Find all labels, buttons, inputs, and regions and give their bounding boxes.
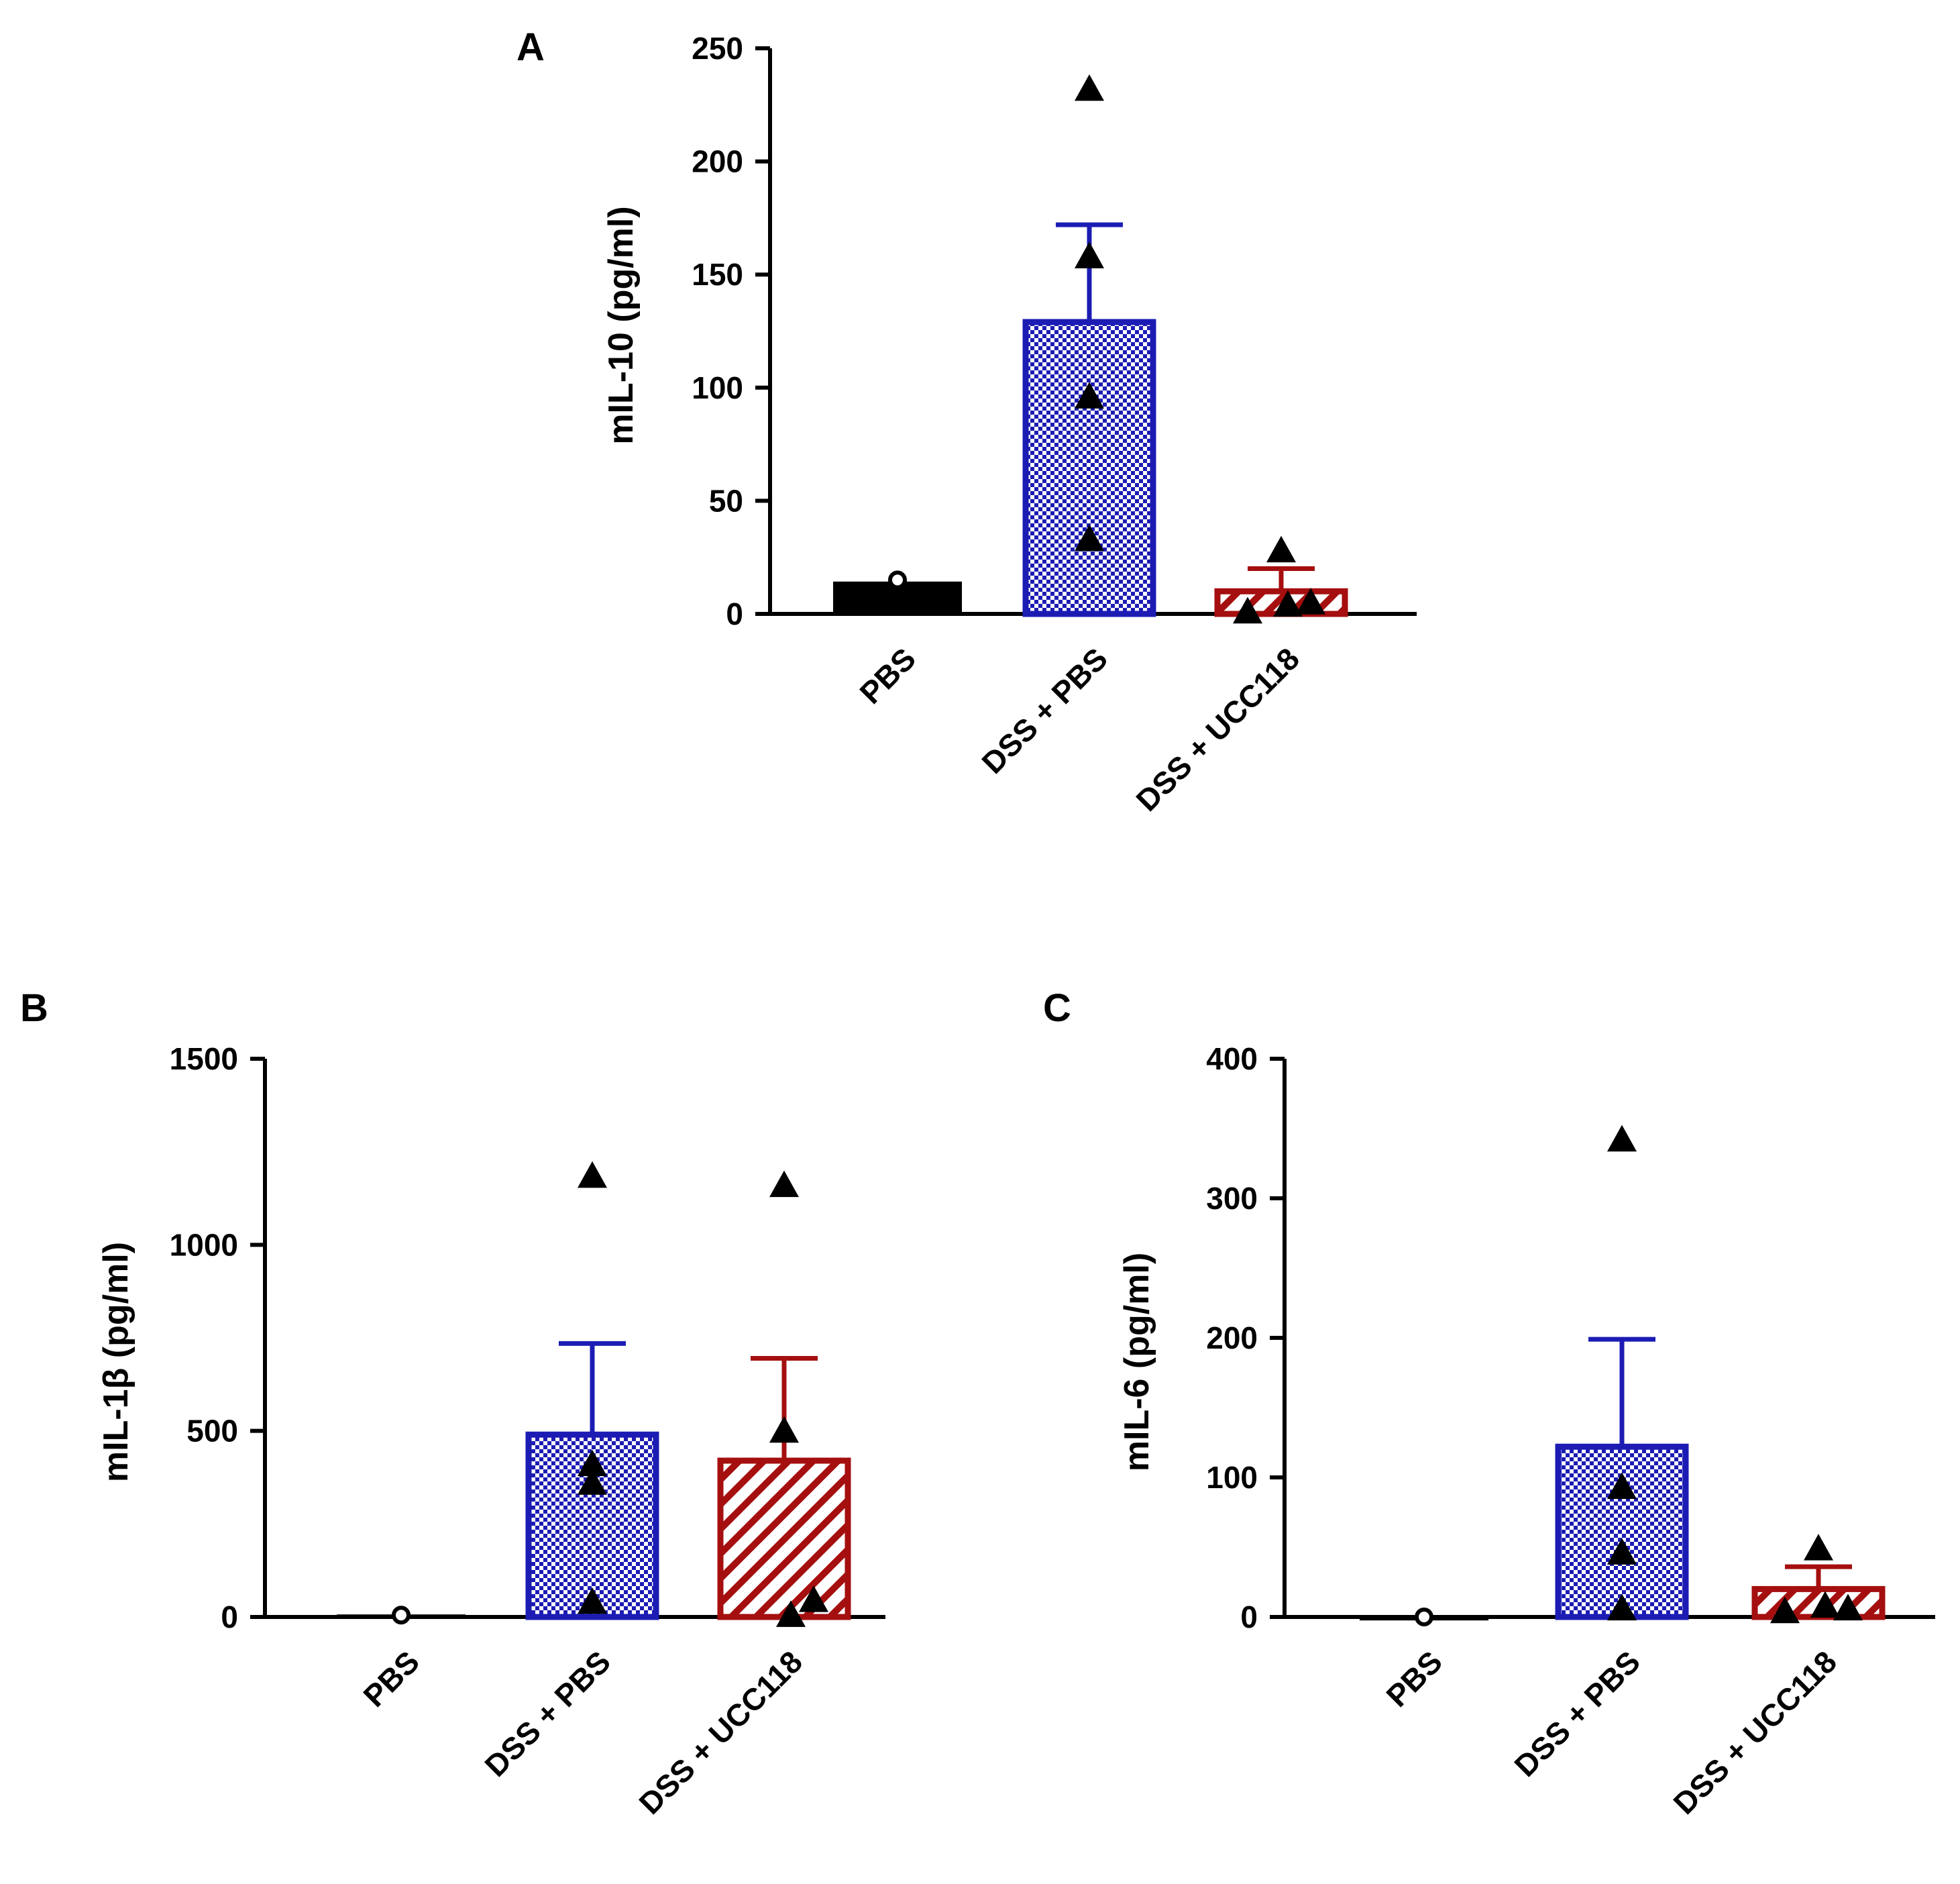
axes-a: 0 50 100 150 200 250 <box>692 31 1417 631</box>
points-b <box>392 1161 828 1627</box>
y-tick-label: 1000 <box>170 1227 238 1262</box>
bar-a-2 <box>1022 319 1156 617</box>
panel-label-b: B <box>20 986 48 1030</box>
panel-label-c: C <box>1043 986 1071 1030</box>
point-a-1-1 <box>888 570 907 590</box>
point-a-3-3 <box>1296 588 1325 615</box>
point-a-3-1 <box>1266 535 1296 563</box>
y-tick-label: 0 <box>726 596 743 631</box>
category-label-b-2: DSS + PBS <box>478 1644 617 1783</box>
point-a-2-1 <box>1075 74 1104 101</box>
y-tick-label: 1500 <box>170 1041 238 1076</box>
point-c-2-1 <box>1607 1124 1637 1152</box>
y-tick-label: 150 <box>692 257 743 292</box>
point-a-2-4 <box>1075 524 1104 552</box>
y-axis-label-c: mIL-6 (pg/ml) <box>1118 1253 1156 1471</box>
panel-b: B mIL-1β (pg/ml) 0 500 1000 1500 PBS DSS + P… <box>20 986 885 1821</box>
bar-b-2 <box>525 1431 659 1620</box>
y-tick-label: 250 <box>692 31 743 66</box>
point-a-2-2 <box>1075 242 1104 268</box>
y-tick-label: 0 <box>1240 1600 1258 1634</box>
categories-a: PBS DSS + PBS DSS + UCC118 <box>853 641 1306 818</box>
y-axis-label-a: mIL-10 (pg/ml) <box>602 206 641 444</box>
point-b-2-2 <box>578 1449 607 1477</box>
point-c-3-2 <box>1770 1596 1800 1624</box>
point-c-2-4 <box>1607 1593 1637 1621</box>
bars-b <box>337 1341 851 1620</box>
panel-c: C mIL-6 (pg/ml) 0 100 200 300 400 PBS DSS + P… <box>1043 986 1935 1821</box>
category-label-a-3: DSS + UCC118 <box>1129 641 1306 818</box>
y-tick-label: 300 <box>1206 1181 1258 1216</box>
y-tick-label: 200 <box>692 144 743 179</box>
y-tick-label: 0 <box>221 1600 238 1634</box>
point-a-2-3 <box>1075 382 1104 409</box>
point-b-3-1 <box>769 1170 799 1198</box>
point-b-3-4 <box>776 1600 806 1627</box>
y-tick-label: 200 <box>1206 1320 1258 1355</box>
point-c-3-3 <box>1833 1593 1863 1621</box>
y-tick-label: 50 <box>709 483 743 518</box>
point-c-2-2 <box>1607 1472 1637 1500</box>
bars-a <box>833 222 1348 617</box>
y-axis-label-b: mIL-1β (pg/ml) <box>97 1242 135 1482</box>
point-c-1-1 <box>1415 1608 1433 1626</box>
point-b-3-2 <box>769 1416 799 1443</box>
point-c-3-4 <box>1810 1591 1840 1618</box>
category-label-c-1: PBS <box>1379 1644 1449 1714</box>
point-b-2-4 <box>578 1587 607 1614</box>
bar-c-2 <box>1555 1443 1689 1620</box>
point-b-2-3 <box>578 1468 607 1495</box>
points-a <box>888 74 1325 624</box>
category-label-b-1: PBS <box>356 1644 426 1714</box>
bars-c <box>1360 1337 1886 1621</box>
point-a-3-4 <box>1273 590 1303 617</box>
category-label-b-3: DSS + UCC118 <box>632 1644 809 1821</box>
category-label-a-1: PBS <box>853 641 922 711</box>
categories-b: PBS DSS + PBS DSS + UCC118 <box>356 1644 809 1821</box>
point-b-1-1 <box>392 1606 411 1625</box>
point-c-3-1 <box>1804 1534 1833 1561</box>
point-a-3-2 <box>1233 596 1262 624</box>
categories-c: PBS DSS + PBS DSS + UCC118 <box>1379 1644 1843 1821</box>
panel-a: A mIL-10 (pg/ml) 0 50 100 150 200 250 PBS DSS … <box>516 25 1417 818</box>
panel-label-a: A <box>516 25 545 69</box>
bar-b-3 <box>717 1457 851 1620</box>
y-tick-label: 400 <box>1206 1041 1258 1076</box>
points-c <box>1415 1124 1863 1626</box>
point-c-2-3 <box>1607 1538 1637 1565</box>
y-tick-label: 500 <box>186 1414 238 1449</box>
y-tick-label: 100 <box>692 370 743 405</box>
category-label-a-2: DSS + PBS <box>975 641 1114 780</box>
category-label-c-3: DSS + UCC118 <box>1666 1644 1843 1821</box>
point-b-3-3 <box>799 1585 828 1612</box>
category-label-c-2: DSS + PBS <box>1507 1644 1647 1783</box>
point-b-2-1 <box>578 1161 607 1188</box>
y-tick-label: 100 <box>1206 1460 1258 1495</box>
